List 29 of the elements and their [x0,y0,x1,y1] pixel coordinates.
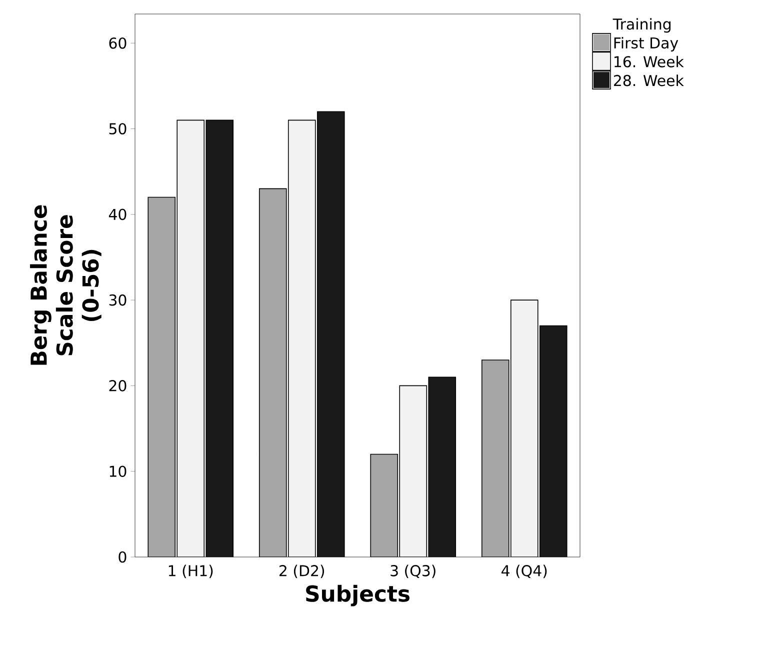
legend-label: First Day [614,37,678,52]
legend-label: 28. Week [614,74,684,86]
legend-title: Training [612,18,671,33]
bar [539,325,568,557]
x-tick-label: 1 (H1) [168,564,213,578]
y-tick-label: 0 [118,551,126,563]
bar [370,454,398,557]
y-tick-label: 40 [108,208,126,220]
bar [400,386,427,557]
bar [259,188,286,557]
bar [206,120,234,557]
x-tick-label: 4 (Q4) [502,564,547,578]
bar [177,120,204,557]
bar [148,197,176,557]
y-tick-label: 30 [109,294,126,306]
x-tick-label: 3 (Q3) [390,564,436,578]
bar [428,377,456,557]
x-tick-label: 2 (D2) [280,564,324,578]
bar [510,300,538,557]
bar [288,120,316,557]
bar [481,360,510,557]
legend-label: 16. Week [614,56,684,68]
y-tick-label: 60 [109,37,126,49]
bar [317,112,344,557]
y-axis-title: Berg Balance Scale Score (0-56) [30,205,102,365]
y-tick-label: 50 [109,123,126,134]
y-tick-label: 10 [110,466,126,478]
x-axis-title: Subjects [306,584,410,606]
y-tick-label: 20 [109,380,126,392]
